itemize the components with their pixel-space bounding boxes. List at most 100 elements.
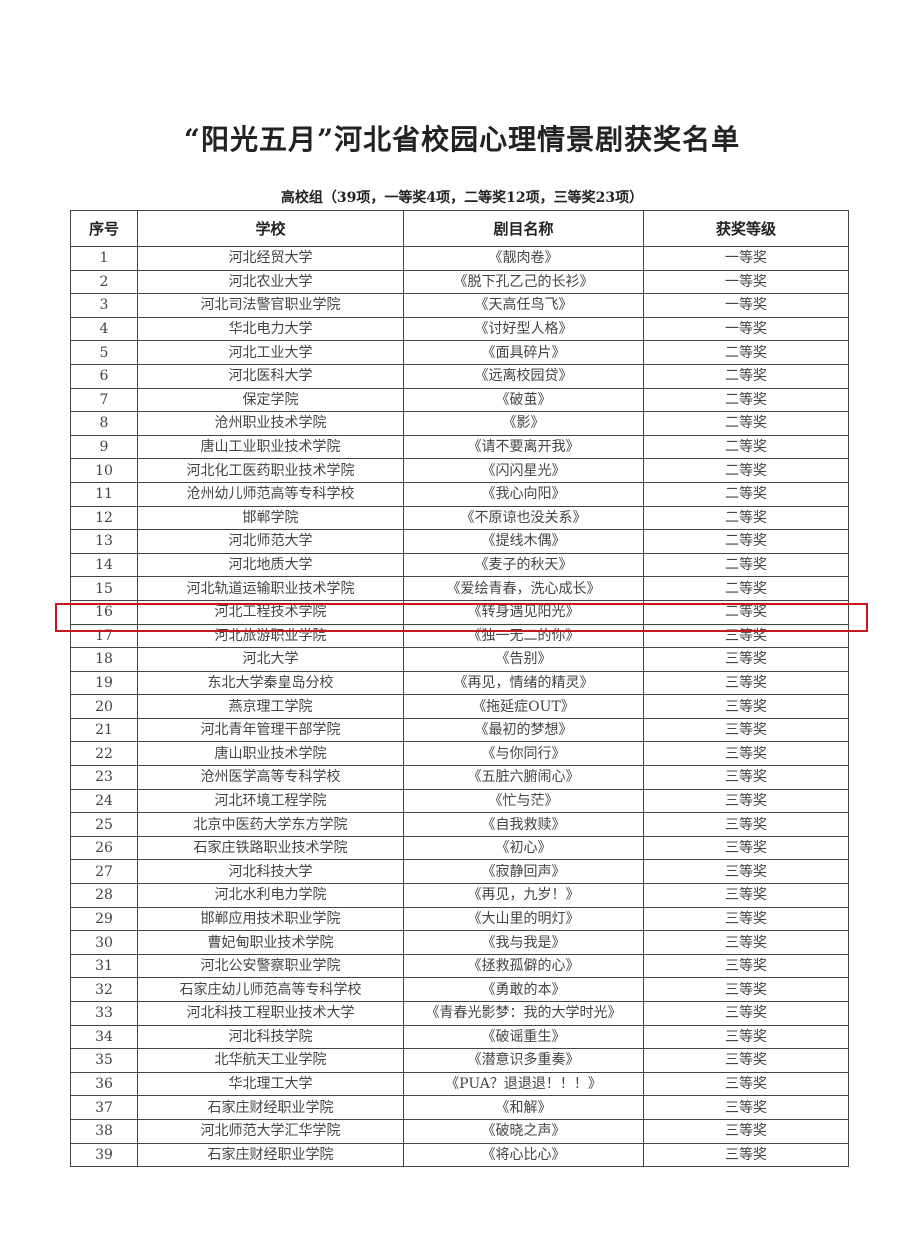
cell-award-level: 三等奖 bbox=[643, 694, 849, 719]
cell-index: 22 bbox=[70, 741, 138, 767]
table-row: 7 保定学院 《破茧》 二等奖 bbox=[70, 387, 849, 413]
table-row: 5 河北工业大学 《面具碎片》 二等奖 bbox=[70, 340, 849, 365]
cell-award-level: 一等奖 bbox=[643, 269, 849, 295]
cell-play-title: 《与你同行》 bbox=[403, 741, 644, 767]
group-subtitle: 高校组（39项，一等奖4项，二等奖12项，三等奖23项） bbox=[280, 190, 644, 206]
table-row: 11 沧州幼儿师范高等专科学校 《我心向阳》 二等奖 bbox=[70, 481, 849, 507]
cell-award-level: 三等奖 bbox=[643, 788, 849, 814]
document-title: “阳光五月”河北省校园心理情景剧获奖名单 bbox=[183, 123, 741, 156]
cell-school: 河北工业大学 bbox=[137, 340, 404, 365]
table-row: 37 石家庄财经职业学院 《和解》 三等奖 bbox=[70, 1095, 849, 1120]
cell-award-level: 三等奖 bbox=[643, 883, 849, 908]
cell-index: 16 bbox=[70, 599, 138, 625]
cell-play-title: 《大山里的明灯》 bbox=[403, 906, 644, 932]
cell-play-title: 《脱下孔乙己的长衫》 bbox=[403, 269, 644, 295]
cell-school: 邯郸学院 bbox=[137, 505, 404, 531]
table-row: 39 石家庄财经职业学院 《将心比心》 三等奖 bbox=[70, 1142, 849, 1168]
table-header-row: 序号 学校 剧目名称 获奖等级 bbox=[70, 210, 849, 247]
cell-school: 北京中医药大学东方学院 bbox=[137, 812, 404, 837]
cell-play-title: 《影》 bbox=[403, 411, 644, 436]
cell-school: 石家庄财经职业学院 bbox=[137, 1142, 404, 1168]
cell-play-title: 《面具碎片》 bbox=[403, 340, 644, 365]
cell-award-level: 三等奖 bbox=[643, 741, 849, 767]
cell-school: 沧州职业技术学院 bbox=[137, 411, 404, 436]
cell-award-level: 三等奖 bbox=[643, 906, 849, 932]
cell-play-title: 《拖延症OUT》 bbox=[403, 694, 644, 719]
cell-school: 河北水利电力学院 bbox=[137, 883, 404, 908]
cell-award-level: 一等奖 bbox=[643, 246, 849, 271]
table-row: 24 河北环境工程学院 《忙与茫》 三等奖 bbox=[70, 788, 849, 814]
cell-award-level: 三等奖 bbox=[643, 1142, 849, 1168]
table-row: 35 北华航天工业学院 《潜意识多重奏》 三等奖 bbox=[70, 1048, 849, 1073]
cell-index: 6 bbox=[70, 363, 138, 389]
cell-school: 河北师范大学汇华学院 bbox=[137, 1118, 404, 1144]
cell-index: 18 bbox=[70, 647, 138, 672]
cell-award-level: 二等奖 bbox=[643, 552, 849, 578]
table-row: 3 河北司法警官职业学院 《天高任鸟飞》 一等奖 bbox=[70, 293, 849, 318]
cell-school: 河北青年管理干部学院 bbox=[137, 717, 404, 743]
cell-school: 沧州幼儿师范高等专科学校 bbox=[137, 481, 404, 507]
cell-award-level: 三等奖 bbox=[643, 835, 849, 861]
table-row: 10 河北化工医药职业技术学院 《闪闪星光》 二等奖 bbox=[70, 458, 849, 483]
cell-school: 河北大学 bbox=[137, 647, 404, 672]
cell-play-title: 《闪闪星光》 bbox=[403, 458, 644, 483]
cell-play-title: 《最初的梦想》 bbox=[403, 717, 644, 743]
cell-play-title: 《爱绘青春，洗心成长》 bbox=[403, 576, 644, 601]
cell-index: 30 bbox=[70, 930, 138, 955]
table-row: 25 北京中医药大学东方学院 《自我救赎》 三等奖 bbox=[70, 812, 849, 837]
cell-play-title: 《寂静回声》 bbox=[403, 859, 644, 885]
cell-school: 河北科技学院 bbox=[137, 1024, 404, 1050]
cell-play-title: 《独一无二的你》 bbox=[403, 623, 644, 649]
table-row: 13 河北师范大学 《提线木偶》 二等奖 bbox=[70, 529, 849, 554]
cell-school: 河北经贸大学 bbox=[137, 246, 404, 271]
cell-play-title: 《将心比心》 bbox=[403, 1142, 644, 1168]
cell-play-title: 《转身遇见阳光》 bbox=[403, 599, 644, 625]
cell-school: 河北医科大学 bbox=[137, 363, 404, 389]
cell-award-level: 三等奖 bbox=[643, 812, 849, 837]
table-row: 19 东北大学秦皇岛分校 《再见，情绪的精灵》 三等奖 bbox=[70, 670, 849, 696]
cell-school: 河北科技工程职业技术大学 bbox=[137, 1001, 404, 1026]
cell-award-level: 三等奖 bbox=[643, 953, 849, 979]
cell-school: 河北环境工程学院 bbox=[137, 788, 404, 814]
cell-award-level: 三等奖 bbox=[643, 1095, 849, 1120]
cell-play-title: 《和解》 bbox=[403, 1095, 644, 1120]
table-row: 31 河北公安警察职业学院 《拯救孤僻的心》 三等奖 bbox=[70, 953, 849, 979]
cell-play-title: 《再见，九岁！》 bbox=[403, 883, 644, 908]
header-index: 序号 bbox=[70, 210, 138, 247]
cell-index: 5 bbox=[70, 340, 138, 365]
table-row: 34 河北科技学院 《破谣重生》 三等奖 bbox=[70, 1024, 849, 1050]
cell-award-level: 二等奖 bbox=[643, 505, 849, 531]
cell-school: 河北轨道运输职业技术学院 bbox=[137, 576, 404, 601]
cell-index: 11 bbox=[70, 481, 138, 507]
cell-award-level: 二等奖 bbox=[643, 340, 849, 365]
cell-award-level: 一等奖 bbox=[643, 293, 849, 318]
table-row: 17 河北旅游职业学院 《独一无二的你》 三等奖 bbox=[70, 623, 849, 649]
cell-play-title: 《五脏六腑闹心》 bbox=[403, 765, 644, 790]
cell-award-level: 三等奖 bbox=[643, 647, 849, 672]
cell-school: 河北公安警察职业学院 bbox=[137, 953, 404, 979]
cell-award-level: 二等奖 bbox=[643, 599, 849, 625]
cell-award-level: 三等奖 bbox=[643, 977, 849, 1002]
cell-play-title: 《PUA？退退退！！！》 bbox=[403, 1071, 644, 1097]
cell-school: 燕京理工学院 bbox=[137, 694, 404, 719]
cell-play-title: 《提线木偶》 bbox=[403, 529, 644, 554]
cell-award-level: 二等奖 bbox=[643, 387, 849, 413]
table-row: 21 河北青年管理干部学院 《最初的梦想》 三等奖 bbox=[70, 717, 849, 743]
cell-play-title: 《我心向阳》 bbox=[403, 481, 644, 507]
cell-index: 19 bbox=[70, 670, 138, 696]
cell-index: 36 bbox=[70, 1071, 138, 1097]
header-school: 学校 bbox=[137, 210, 404, 247]
cell-index: 21 bbox=[70, 717, 138, 743]
cell-school: 保定学院 bbox=[137, 387, 404, 413]
table-row: 36 华北理工大学 《PUA？退退退！！！》 三等奖 bbox=[70, 1071, 849, 1097]
cell-play-title: 《我与我是》 bbox=[403, 930, 644, 955]
cell-award-level: 二等奖 bbox=[643, 363, 849, 389]
cell-play-title: 《拯救孤僻的心》 bbox=[403, 953, 644, 979]
cell-school: 河北师范大学 bbox=[137, 529, 404, 554]
cell-index: 9 bbox=[70, 434, 138, 460]
cell-index: 13 bbox=[70, 529, 138, 554]
table-row: 23 沧州医学高等专科学校 《五脏六腑闹心》 三等奖 bbox=[70, 765, 849, 790]
cell-school: 河北地质大学 bbox=[137, 552, 404, 578]
cell-index: 8 bbox=[70, 411, 138, 436]
cell-school: 石家庄铁路职业技术学院 bbox=[137, 835, 404, 861]
